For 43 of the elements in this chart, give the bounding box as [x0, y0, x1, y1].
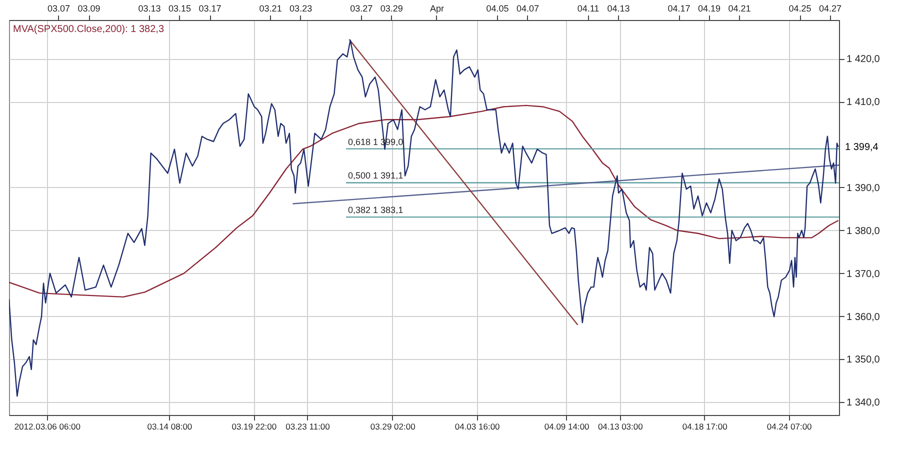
y-tick-label: 1 350,0 [846, 354, 880, 366]
x2-tick-label: 03.27 [350, 4, 373, 14]
x2-tick-label: 04.13 [607, 4, 630, 14]
x2-tick-label: 04.27 [819, 4, 842, 14]
x2-tick-label: 03.29 [380, 4, 403, 14]
x-tick-label: 03.29 02:00 [370, 422, 416, 432]
x2-tick-label: 03.07 [48, 4, 70, 14]
x2-tick-label: 04.19 [698, 4, 721, 14]
x2-tick-label: 04.17 [668, 4, 690, 14]
x2-tick-label: Apr [430, 4, 444, 14]
x2-tick-label: 03.09 [78, 4, 100, 14]
x2-tick-label: 04.25 [788, 4, 812, 14]
series-label: 0,382 1 383,1 [348, 205, 404, 216]
x-tick-label: 04.09 14:00 [544, 422, 590, 432]
y-tick-label: 1 360,0 [846, 312, 880, 323]
x2-tick-label: 04.07 [516, 4, 540, 14]
x-tick-label: 03.14 08:00 [147, 422, 192, 432]
x-tick-label: 2012.03.06 06:00 [14, 422, 81, 432]
annotation: 1 399,4 [845, 142, 879, 154]
x2-tick-label: 03.17 [198, 4, 222, 14]
x2-tick-label: 03.21 [259, 4, 282, 14]
x-tick-label: 04.18 17:00 [682, 422, 728, 432]
x-tick-label: 04.03 16:00 [454, 422, 500, 432]
x2-tick-label: 03.13 [138, 4, 161, 14]
x2-tick-label: 03.15 [168, 4, 192, 14]
y-tick-label: 1 340,0 [846, 398, 880, 409]
y-tick-label: 1 370,0 [846, 268, 880, 280]
x-tick-label: 04.24 07:00 [766, 422, 812, 432]
line-series [9, 40, 839, 397]
text: MVA(SPX500.Close,200): 1 382,3 [13, 24, 164, 35]
x-tick-label: 04.13 03:00 [598, 422, 644, 432]
x2-tick-label: 04.11 [577, 4, 600, 14]
x-tick-label: 03.19 22:00 [232, 422, 277, 432]
y-tick-label: 1 410,0 [846, 97, 880, 108]
x2-tick-label: 03.23 [290, 4, 312, 14]
series-label: 0,500 1 391,1 [348, 170, 404, 181]
x-tick-label: 03.23 11:00 [286, 422, 330, 432]
line-series [9, 104, 839, 298]
x2-tick-label: 04.21 [728, 4, 751, 14]
y-tick-label: 1 380,0 [846, 226, 880, 237]
y-tick-label: 1 390,0 [846, 182, 880, 194]
y-tick-label: 1 420,0 [846, 54, 880, 66]
x2-tick-label: 04.05 [486, 4, 509, 14]
